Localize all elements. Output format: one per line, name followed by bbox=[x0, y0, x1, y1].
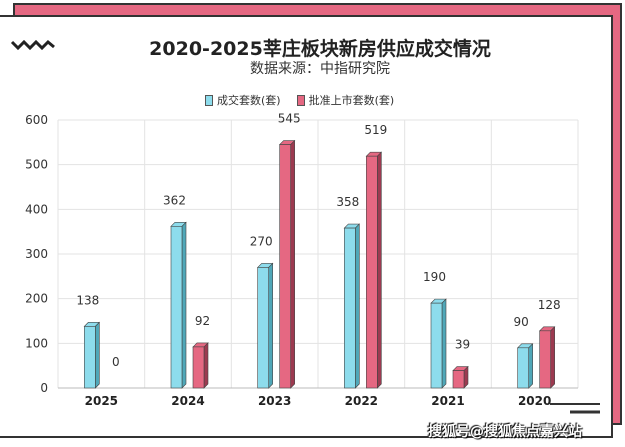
bar-approved bbox=[539, 330, 551, 389]
data-label: 128 bbox=[538, 298, 561, 312]
bar-side bbox=[528, 343, 533, 389]
legend-swatch bbox=[296, 94, 305, 106]
y-tick-label: 0 bbox=[40, 381, 48, 395]
chart-title: 2020-2025莘庄板块新房供应成交情况 bbox=[149, 38, 491, 60]
x-tick-label: 2022 bbox=[345, 394, 378, 408]
bar-side bbox=[377, 151, 382, 389]
x-tick-label: 2025 bbox=[85, 394, 118, 408]
legend-item-approved: 批准上市套数(套) bbox=[296, 92, 395, 108]
y-tick-label: 500 bbox=[25, 158, 48, 172]
bar-deal bbox=[170, 226, 183, 389]
data-label: 138 bbox=[76, 293, 99, 307]
bar-approved bbox=[366, 155, 378, 389]
data-label: 362 bbox=[163, 193, 186, 207]
bar-side bbox=[290, 139, 295, 389]
x-tick-label: 2023 bbox=[258, 394, 291, 408]
data-label: 90 bbox=[514, 315, 529, 329]
bar-deal bbox=[430, 302, 443, 389]
bar-approved bbox=[192, 346, 205, 389]
data-label: 0 bbox=[112, 355, 120, 369]
legend-label: 批准上市套数(套) bbox=[308, 94, 395, 107]
y-tick-label: 400 bbox=[25, 202, 48, 216]
bar-side bbox=[181, 221, 187, 389]
data-label: 190 bbox=[423, 270, 446, 284]
x-tick-label: 2024 bbox=[171, 394, 204, 408]
data-label: 519 bbox=[364, 123, 387, 137]
bar-deal bbox=[344, 227, 356, 389]
data-label: 39 bbox=[455, 338, 470, 352]
bar-side bbox=[203, 342, 209, 389]
legend-item-deal: 成交套数(套) bbox=[205, 92, 281, 108]
y-tick-label: 600 bbox=[25, 113, 48, 127]
bar-side bbox=[95, 321, 100, 389]
legend-swatch bbox=[205, 94, 213, 106]
bar-approved bbox=[279, 144, 291, 389]
y-tick-label: 100 bbox=[25, 336, 48, 350]
data-label: 545 bbox=[278, 112, 301, 126]
data-label: 358 bbox=[336, 195, 359, 209]
bar-side bbox=[463, 365, 469, 389]
legend: 成交套数(套) 批准上市套数(套) bbox=[205, 92, 394, 108]
bar-side bbox=[355, 223, 360, 389]
bar-deal bbox=[517, 347, 529, 389]
y-tick-label: 300 bbox=[25, 247, 48, 261]
bar-approved bbox=[452, 370, 465, 389]
bar-deal bbox=[84, 326, 96, 389]
data-label: 92 bbox=[195, 314, 210, 328]
bar-side bbox=[550, 326, 555, 389]
data-label: 270 bbox=[250, 234, 273, 248]
chart-panel bbox=[0, 15, 613, 438]
legend-label: 成交套数(套) bbox=[217, 94, 281, 107]
watermark: 搜狐号@搜狐焦点嘉兴站 bbox=[428, 424, 582, 440]
chart-subtitle: 数据来源：中指研究院 bbox=[250, 61, 390, 77]
bar-deal bbox=[257, 267, 269, 389]
decorative-lines bbox=[550, 403, 600, 414]
x-tick-label: 2021 bbox=[431, 394, 464, 408]
zigzag-icon bbox=[10, 39, 55, 51]
y-tick-label: 200 bbox=[25, 292, 48, 306]
bar-side bbox=[441, 298, 447, 389]
bar-side bbox=[268, 262, 273, 389]
x-tick-label: 2020 bbox=[518, 394, 551, 408]
